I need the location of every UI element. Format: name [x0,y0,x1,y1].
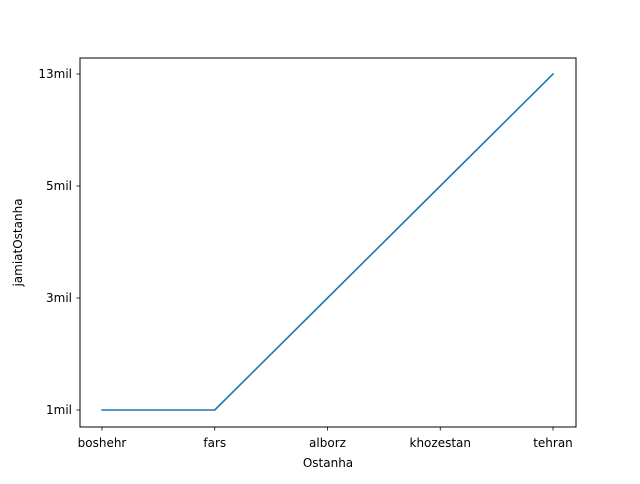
x-tick-label: tehran [533,436,573,450]
y-axis-label: jamiatOstanha [11,198,25,287]
x-axis-label: Ostanha [303,456,353,470]
x-tick-label: alborz [309,436,346,450]
y-tick-label: 3mil [46,291,72,305]
x-tick-label: fars [203,436,226,450]
x-axis-ticks: boshehr fars alborz khozestan tehran [78,427,573,450]
y-tick-label: 5mil [46,179,72,193]
series-layer [101,72,555,411]
x-tick-label: khozestan [410,436,472,450]
y-axis-ticks: 1mil 3mil 5mil 13mil [38,67,80,417]
y-tick-label: 1mil [46,403,72,417]
y-tick-label: 13mil [38,67,72,81]
series-line [101,72,555,411]
plot-frame [79,57,577,428]
x-tick-label: boshehr [78,436,127,450]
